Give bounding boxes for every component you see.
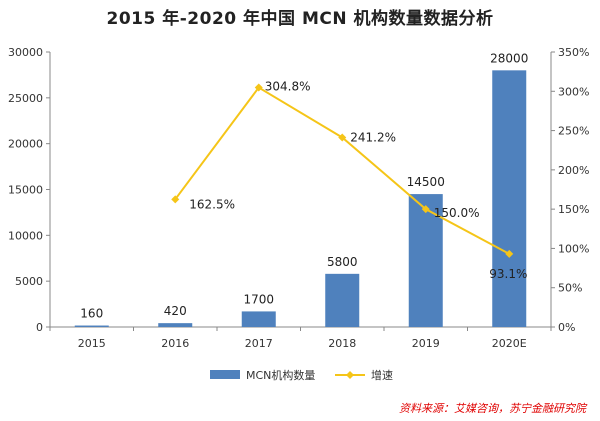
- bar-series: [74, 70, 527, 327]
- chart-axes: 0 5000 10000 15000 20000 25000 30000 0% 50% 100% 1…: [8, 46, 589, 334]
- line-value-label: 150.0%: [434, 206, 480, 220]
- line-labels: 162.5% 304.8% 241.2% 150.0% 93.1%: [189, 80, 527, 281]
- y-right-tick-label: 200%: [558, 164, 589, 177]
- y-right-tick-label: 50%: [558, 282, 582, 295]
- line-value-label: 241.2%: [350, 130, 396, 144]
- x-tick-label: 2017: [245, 337, 273, 350]
- legend-label-bar: MCN机构数量: [246, 368, 315, 382]
- line-point: [254, 83, 263, 92]
- bar-value-label: 420: [164, 304, 187, 318]
- y-left-tick-label: 15000: [8, 184, 43, 197]
- y-right-tick-label: 150%: [558, 203, 589, 216]
- line-point: [421, 205, 430, 214]
- y-left-tick-label: 5000: [15, 275, 43, 288]
- y-left-tick-label: 25000: [8, 92, 43, 105]
- chart-title: 2015 年-2020 年中国 MCN 机构数量数据分析: [106, 9, 494, 29]
- bar: [241, 311, 276, 327]
- y-right-tick-label: 300%: [558, 85, 589, 98]
- line-value-label: 93.1%: [489, 267, 527, 281]
- bar-value-label: 14500: [407, 175, 445, 189]
- line-point: [505, 249, 514, 258]
- line-value-label: 162.5%: [189, 197, 235, 211]
- line-point: [338, 133, 347, 142]
- y-right-tick-label: 0%: [558, 321, 575, 334]
- x-tick-label: 2019: [412, 337, 440, 350]
- bar-value-label: 1700: [243, 292, 274, 306]
- bar: [325, 273, 360, 327]
- bar-value-label: 160: [80, 307, 103, 321]
- y-left-tick-label: 20000: [8, 138, 43, 151]
- line-value-label: 304.8%: [265, 80, 311, 94]
- x-tick-labels: 2015 2016 2017 2018 2019 2020E: [78, 337, 527, 350]
- bar: [492, 70, 527, 327]
- y-left-tick-label: 10000: [8, 229, 43, 242]
- y-left-tick-label: 0: [36, 321, 43, 334]
- y-right-tick-label: 250%: [558, 125, 589, 138]
- bar: [74, 325, 109, 327]
- legend-marker-line: [346, 371, 354, 379]
- x-tick-label: 2016: [161, 337, 189, 350]
- y-left-tick-label: 30000: [8, 46, 43, 59]
- source-note: 资料来源：艾媒咨询，苏宁金融研究院: [399, 402, 586, 415]
- bar-value-label: 28000: [490, 51, 528, 65]
- bar: [158, 323, 193, 327]
- legend-label-line: 增速: [371, 368, 393, 382]
- x-tick-label: 2018: [328, 337, 356, 350]
- x-tick-label: 2015: [78, 337, 106, 350]
- y-right-tick-label: 100%: [558, 242, 589, 255]
- legend-swatch-bar: [210, 370, 240, 379]
- bar-labels: 160 420 1700 5800 14500 28000: [80, 51, 528, 320]
- y-right-tick-label: 350%: [558, 46, 589, 59]
- bar-value-label: 5800: [327, 255, 358, 269]
- legend: MCN机构数量 增速: [210, 368, 393, 382]
- growth-line: [174, 86, 510, 255]
- line-point: [171, 195, 180, 204]
- x-tick-label: 2020E: [492, 337, 527, 350]
- line-series: [171, 83, 514, 258]
